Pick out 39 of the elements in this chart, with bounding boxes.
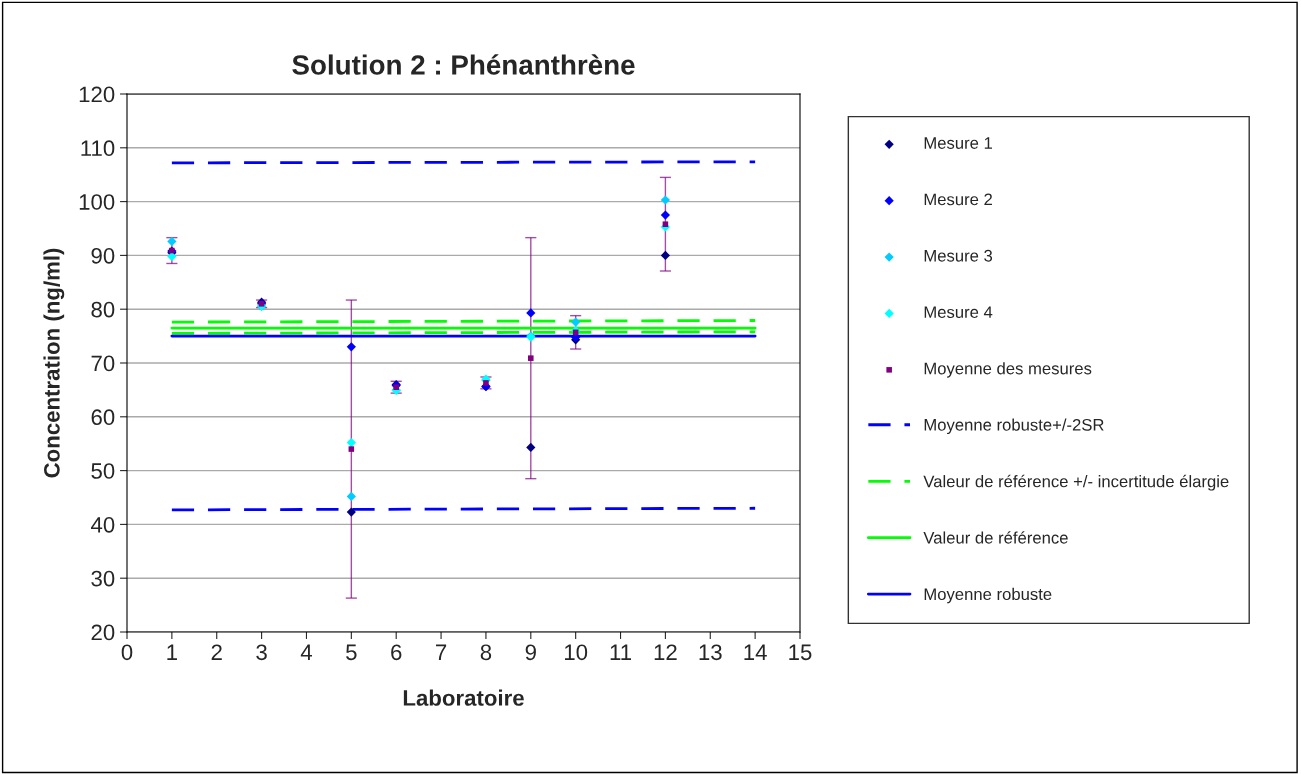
x-tick-label: 14	[744, 644, 767, 660]
x-tick-label: 2	[211, 644, 222, 660]
y-tick-label: 60	[91, 409, 115, 426]
legend-label: Valeur de référence +/- incertitude élargie	[923, 474, 1229, 491]
x-axis-title: Laboratoire	[403, 689, 524, 706]
x-tick-label: 1	[167, 644, 177, 660]
x-tick-label: 8	[480, 644, 492, 661]
x-tick-label: 7	[436, 644, 447, 660]
y-tick-label: 120	[79, 86, 115, 103]
x-tick-label: 5	[346, 644, 357, 661]
x-tick-label: 13	[699, 644, 722, 661]
y-tick-label: 100	[79, 194, 115, 210]
y-tick-label: 90	[91, 247, 115, 264]
x-tick-label: 9	[525, 644, 536, 661]
y-tick-label: 110	[81, 140, 115, 157]
legend-label: Mesure 4	[924, 306, 993, 319]
y-tick-label: 70	[91, 355, 115, 372]
legend-label: Moyenne robuste	[924, 587, 1052, 604]
y-tick-label: 40	[90, 516, 115, 533]
y-tick-label: 30	[91, 570, 115, 587]
legend-label: Moyenne robuste+/-2SR	[924, 418, 1104, 435]
legend-label: Mesure 1	[924, 137, 992, 149]
y-tick-label: 20	[91, 624, 115, 641]
legend-label: Moyenne des mesures	[924, 362, 1092, 378]
y-axis-title: Concentration (ng/ml)	[43, 248, 65, 478]
x-tick-label: 3	[256, 644, 267, 661]
y-tick-label: 80	[91, 301, 115, 318]
chart-title: Solution 2 : Phénanthrène	[292, 54, 635, 75]
legend-label: Valeur de référence	[923, 531, 1068, 544]
x-tick-label: 0	[121, 644, 133, 661]
x-tick-label: 12	[654, 644, 677, 660]
x-tick-label: 10	[565, 644, 588, 661]
y-tick-label: 50	[91, 463, 115, 479]
x-tick-label: 15	[789, 644, 812, 661]
legend-label: Mesure 3	[924, 249, 993, 262]
x-tick-label: 6	[391, 644, 402, 661]
x-tick-label: 4	[300, 644, 312, 660]
legend-label: Mesure 2	[924, 193, 992, 206]
x-tick-label: 11	[610, 644, 631, 660]
